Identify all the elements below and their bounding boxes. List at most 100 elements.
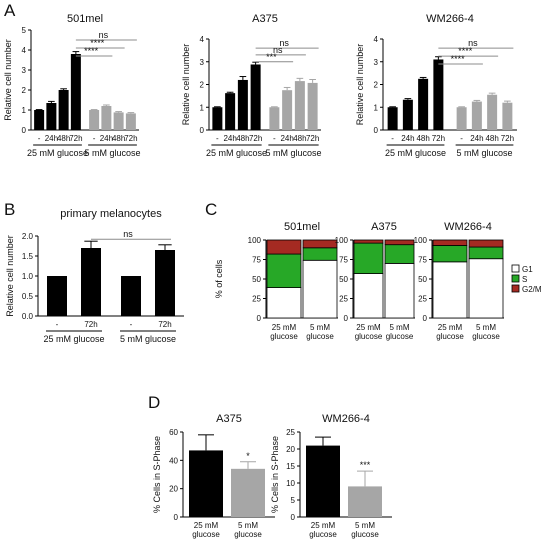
bar [306,445,340,517]
category-label: 48h [112,134,125,143]
category-line: glucose [309,530,337,539]
bar [471,101,482,130]
subplot-title: WM266-4 [444,221,492,233]
stacked-segment-g2m [384,239,415,246]
y-tick-label: 25 [418,295,427,304]
category-line: glucose [351,530,379,539]
category-label: - [93,134,96,143]
subplot-title: 501mel [284,221,320,233]
bar [47,276,67,316]
stacked-segment-g2m [432,239,468,246]
y-tick-label: 75 [339,256,348,265]
stacked-segment-g1 [353,273,384,319]
category-label: 24h [280,134,293,143]
y-tick-label: 3 [200,58,205,67]
bar [269,107,280,130]
category-line: 25 mM [194,521,219,530]
y-tick-label: 75 [418,256,427,265]
y-axis-label: Relative cell number [5,235,15,317]
category-label: 72h [158,320,171,329]
significance-label: **** [451,54,466,64]
bar [155,250,175,316]
subplot-title: A375 [371,221,397,233]
y-tick-label: 0 [344,314,349,323]
stacked-segment-g2m [266,239,302,255]
category-label: - [56,320,59,329]
stacked-segment-s [353,242,384,274]
y-tick-label: 25 [339,295,348,304]
y-tick-label: 20 [169,485,178,494]
category-line: 5 mM [238,521,258,530]
category-label: 72h [501,134,514,143]
group-label: 5 mM glucose [265,148,321,158]
significance-label: *** [360,460,371,470]
y-tick-label: 0 [423,314,428,323]
stacked-segment-g1 [384,262,415,319]
category-label: 24h [45,134,58,143]
category-line: 5 mM [355,521,375,530]
significance-label: **** [84,46,99,56]
legend-swatch [511,284,520,293]
y-tick-label: 100 [335,236,349,245]
category-label: 72h [432,134,445,143]
y-tick-label: 0 [174,513,179,522]
y-tick-label: 2 [200,81,205,90]
y-tick-label: 1.0 [22,272,34,281]
y-tick-label: 25 [252,295,261,304]
y-axis-label: Relative cell number [181,44,191,126]
category-line: glucose [386,332,414,341]
chart-wm266-sphase: WM266-4 0 5 10 15 20 25 % Cells in S-Phase 25 mM… [270,413,392,539]
category-label: 24h [100,134,113,143]
category-line: 5 mM [476,323,496,332]
chart-title: WM266-4 [322,413,370,425]
y-tick-label: 20 [286,445,295,454]
category-label: 48h [236,134,249,143]
chart-title: primary melanocytes [60,208,162,220]
stacked-segment-g1 [468,258,504,319]
y-tick-label: 0 [374,126,379,135]
bar [348,486,382,517]
bar [294,81,305,130]
category-label: 72h [306,134,319,143]
bar [502,102,513,130]
bar [307,82,318,130]
category-label: - [273,134,276,143]
bar [125,113,136,130]
legend-label: G2/M [522,285,542,294]
category-line: 5 mM [310,323,330,332]
y-tick-label: 50 [252,275,261,284]
category-label: 5 mM glucose [351,521,379,539]
y-tick-label: 60 [169,428,178,437]
category-label: 48h [293,134,306,143]
y-tick-label: 0 [291,513,296,522]
legend-label: G1 [522,265,533,274]
group-label: 25 mM glucose [27,148,88,158]
y-tick-label: 100 [248,236,262,245]
bar [402,99,413,130]
chart-title: 501mel [67,13,103,25]
chart-melanocytes-growth: primary melanocytes 0.0 0.5 1.0 1.5 2.0 Relati… [5,208,184,344]
stacked-segment-g1 [266,287,302,319]
chart-title: WM266-4 [426,13,474,25]
y-tick-label: 10 [286,479,295,488]
bar [433,59,444,130]
bar [58,90,69,130]
category-line: glucose [270,332,298,341]
category-label: 72h [84,320,97,329]
bar [189,450,223,517]
category-label: 25 mM glucose [270,323,298,341]
bar [282,90,293,130]
y-tick-label: 0.5 [22,292,34,301]
y-tick-label: 4 [22,46,27,55]
category-label: 72h [69,134,82,143]
y-tick-label: 40 [169,456,178,465]
category-label: - [216,134,219,143]
y-tick-label: 2 [22,86,27,95]
y-axis-label: Relative cell number [3,39,13,121]
category-line: 25 mM [311,521,336,530]
legend-label: S [522,275,527,284]
